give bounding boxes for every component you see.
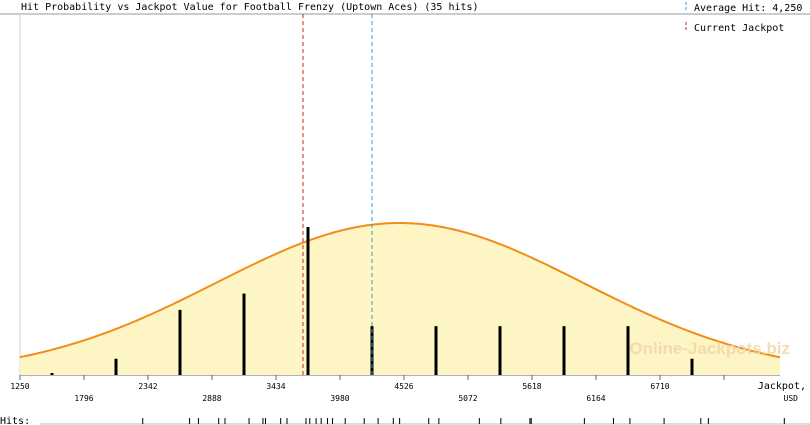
curve-line	[19, 222, 781, 359]
x-tick-label: 1250	[10, 382, 29, 391]
watermark: Online-Jackpots.biz	[629, 339, 790, 358]
curve-fill	[20, 223, 780, 375]
bar	[434, 326, 438, 375]
bar	[626, 326, 630, 375]
x-tick-label: 2342	[138, 382, 157, 391]
x-axis-label: Jackpot,	[758, 381, 806, 392]
bar	[306, 227, 310, 375]
legend-average-label: Average Hit: 4,250	[694, 3, 802, 14]
bar	[562, 326, 566, 375]
hits-rug	[142, 418, 785, 424]
x-tick-label: 4526	[394, 382, 413, 391]
x-tick-label: 5618	[522, 382, 541, 391]
x-tick-label: 6164	[586, 394, 605, 403]
legend: Average Hit: 4,250 Current Jackpot	[685, 2, 802, 34]
x-tick-label: 2888	[202, 394, 221, 403]
x-tick-label: 3980	[330, 394, 349, 403]
bar	[242, 293, 246, 375]
x-tick-label: 6710	[650, 382, 669, 391]
x-tick-label: 3434	[266, 382, 285, 391]
chart-title: Hit Probability vs Jackpot Value for Foo…	[21, 2, 479, 13]
bar	[690, 358, 694, 375]
x-tick-label: 5072	[458, 394, 477, 403]
legend-current-label: Current Jackpot	[694, 23, 784, 34]
x-axis-unit: USD	[784, 394, 799, 403]
bar	[114, 358, 118, 375]
x-axis-ticks: 1250 2342 3434 4526 5618 6710 1796 2888 3980 5072…	[10, 375, 725, 403]
x-tick-label: 1796	[74, 394, 93, 403]
hits-label: Hits:	[0, 416, 30, 425]
bar	[50, 373, 54, 375]
bar	[498, 326, 502, 375]
distribution-curve-layer	[19, 222, 781, 375]
bar	[178, 309, 182, 375]
